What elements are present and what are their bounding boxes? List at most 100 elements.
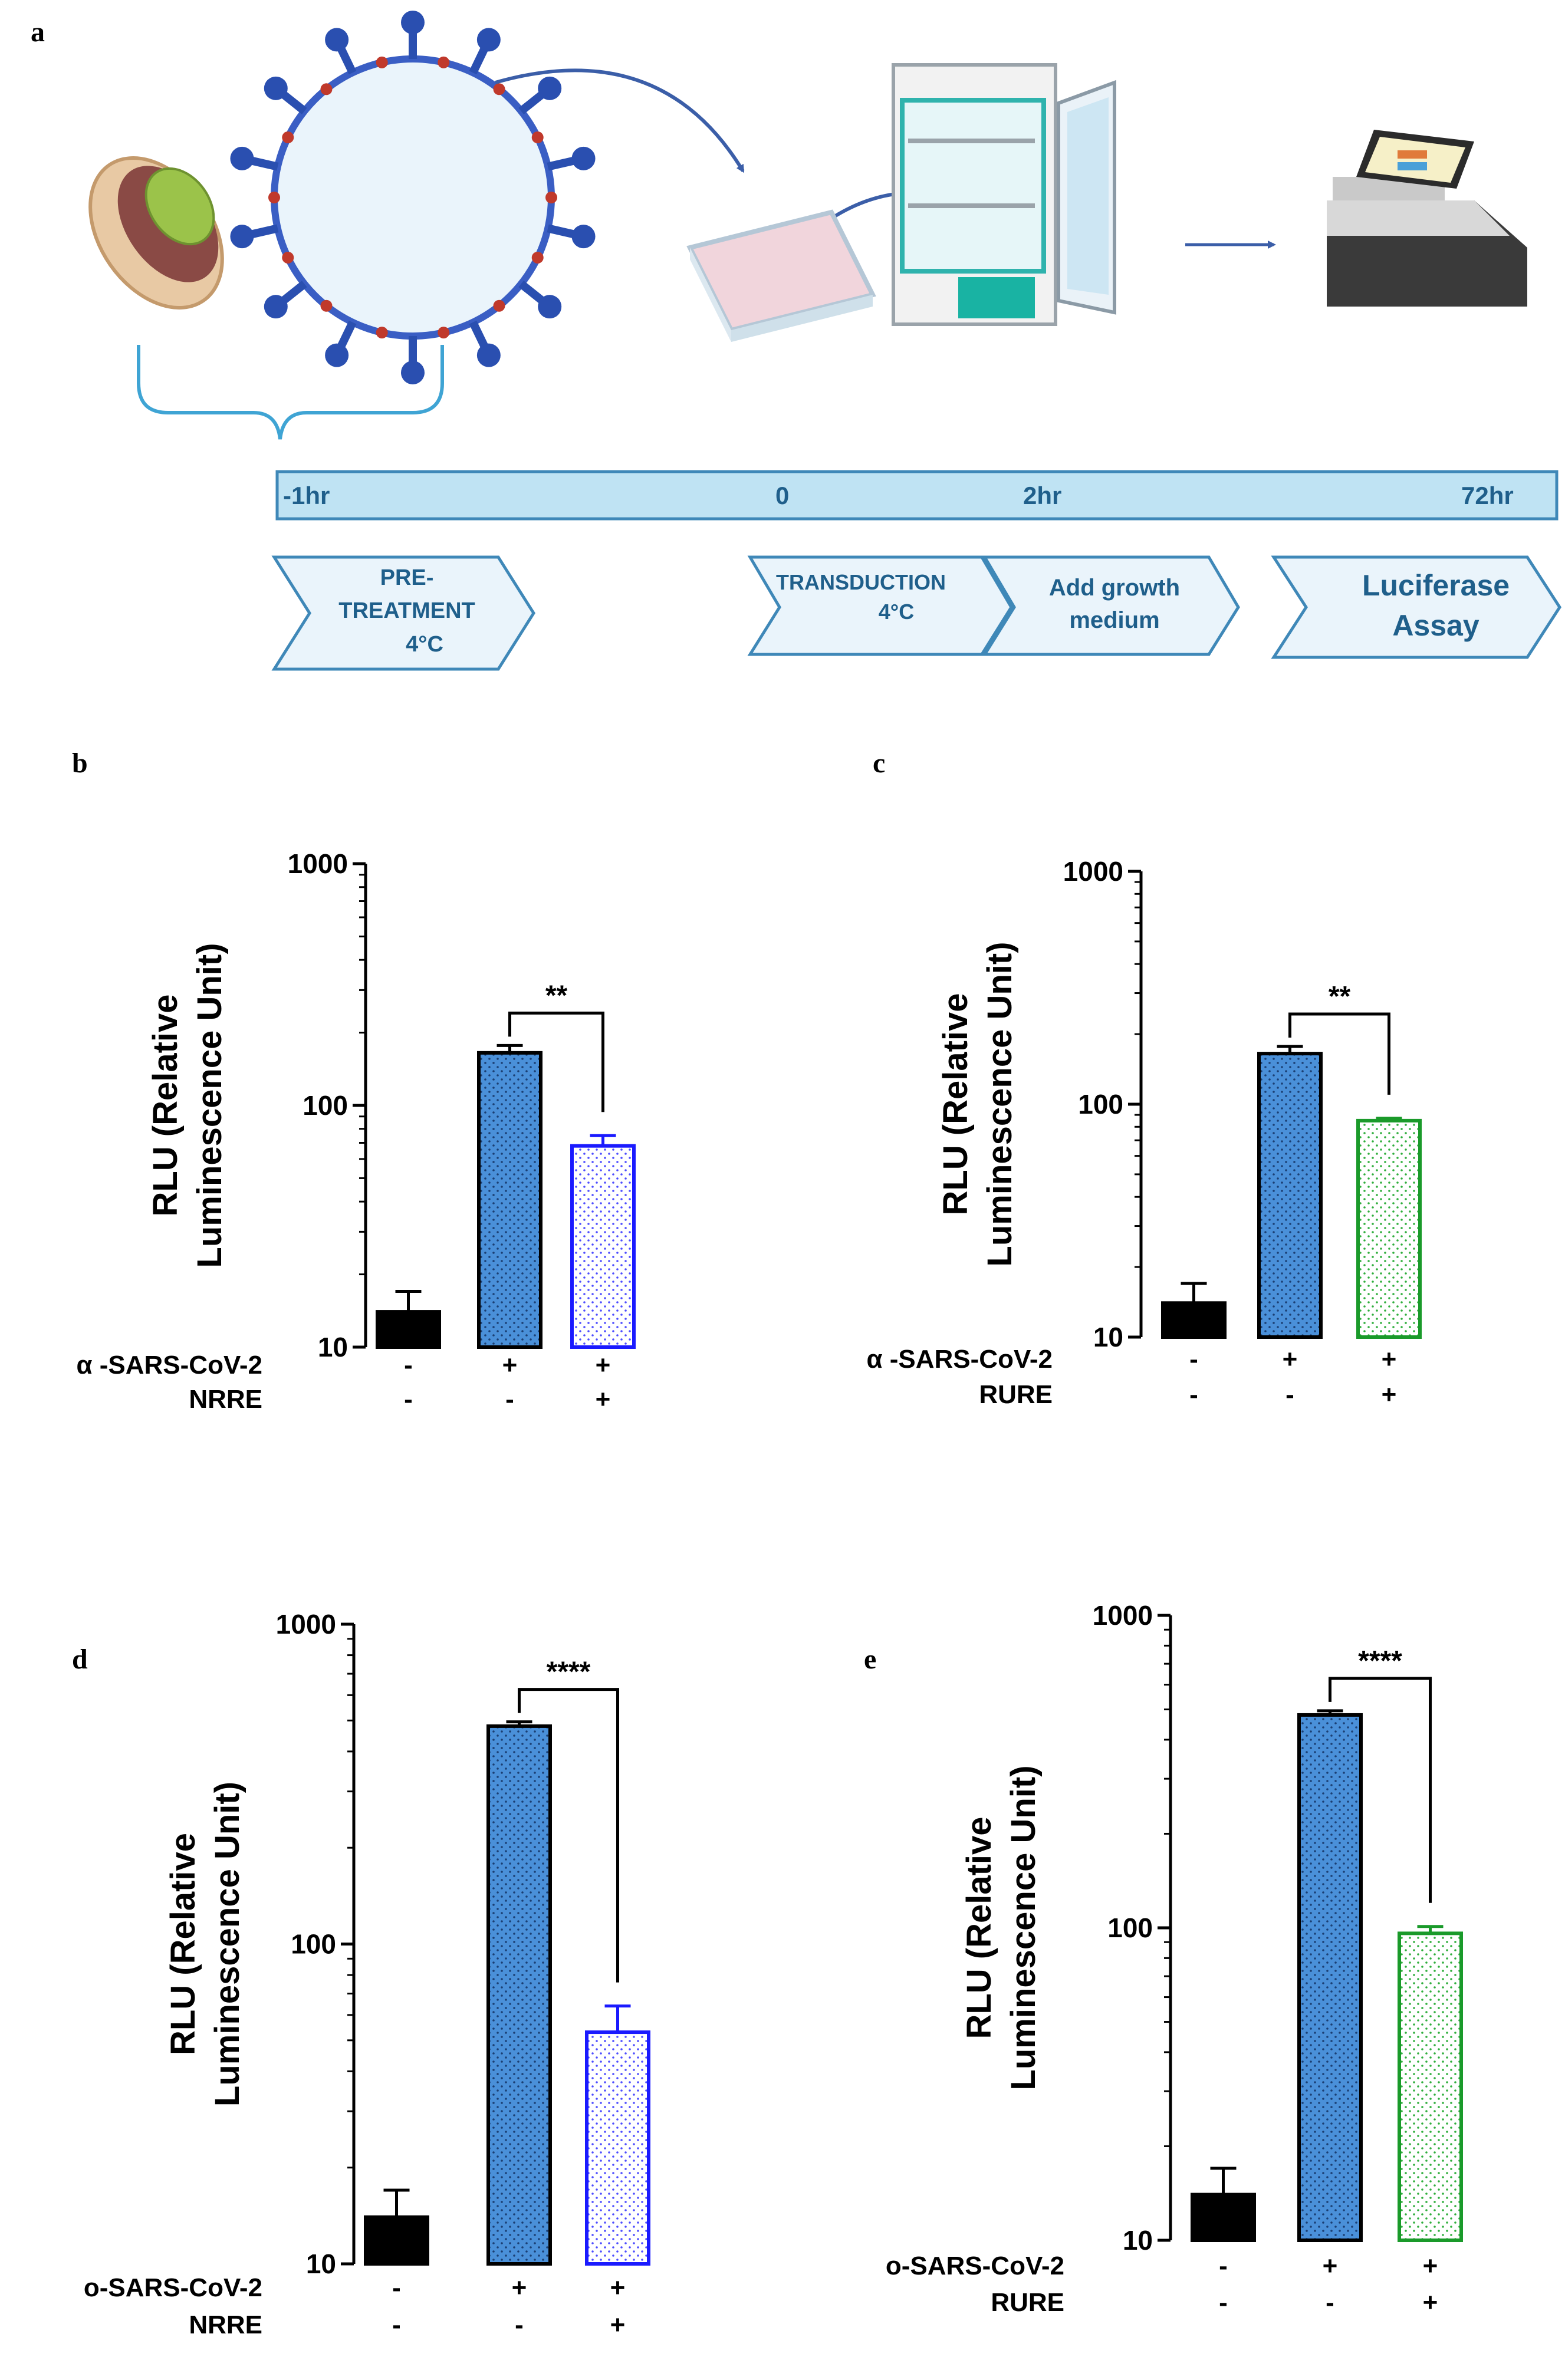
virus-spike-head	[325, 343, 349, 367]
virus-protein	[438, 56, 450, 68]
significance-bracket	[518, 1688, 619, 1983]
virus-spike-head	[538, 76, 562, 100]
condition-row-label: ο-SARS-CoV-2	[886, 2251, 1064, 2280]
chart-b: b 10 100 1000 RLU (Relative Luminescence Unit…	[72, 748, 636, 1414]
condition-sign: -	[392, 2310, 401, 2339]
step-chevron-transduction	[747, 555, 1013, 656]
condition-sign: +	[610, 2310, 626, 2339]
virus-protein	[376, 56, 388, 68]
condition-sign: +	[1283, 1345, 1298, 1374]
y-axis-label: RLU (Relative	[146, 994, 185, 1216]
y-axis-label: Luminescence Unit)	[208, 1782, 246, 2106]
condition-row-label: ο-SARS-CoV-2	[84, 2273, 262, 2302]
timeline-label-0: 0	[775, 482, 789, 509]
significance-bracket	[1329, 1677, 1432, 1903]
step-transduction-line1: TRANSDUCTION	[776, 570, 946, 594]
chart-d: d 10 100 1000 RLU (Relative Luminescence Unit…	[72, 1609, 650, 2339]
significance-label: ****	[547, 1657, 591, 1688]
virus-spike-head	[538, 295, 562, 319]
virus-spike-head	[230, 146, 254, 170]
panel-label-c: c	[873, 748, 885, 779]
virus-protein	[268, 192, 280, 203]
chart-c: c 10 100 1000 RLU (Relative Luminescence Unit…	[866, 748, 1422, 1409]
virus-protein	[531, 131, 544, 144]
incubator-icon	[892, 63, 1116, 326]
bar-1	[1161, 1301, 1227, 1339]
y-tick-label: 1000	[276, 1609, 336, 1640]
condition-sign: +	[512, 2273, 527, 2302]
virus-protein	[438, 327, 450, 339]
y-tick-label: 1000	[288, 848, 348, 879]
y-tick-label: 10	[1093, 1322, 1123, 1352]
virus-protein	[545, 192, 557, 203]
condition-sign: -	[1189, 1380, 1198, 1409]
y-tick-label: 100	[1107, 1912, 1153, 1943]
y-tick-label: 1000	[1063, 856, 1123, 887]
pistachio-icon	[88, 156, 224, 310]
significance-label: ****	[1358, 1645, 1402, 1677]
step-growth-line2: medium	[1069, 607, 1159, 633]
bar-2	[1257, 1052, 1323, 1339]
condition-sign: +	[596, 1351, 611, 1380]
bar-1	[364, 2215, 429, 2266]
virus-spike-head	[264, 76, 288, 100]
step-pretreatment-line1: PRE-	[380, 565, 434, 590]
condition-sign: -	[1189, 1345, 1198, 1374]
bar-3	[1398, 1931, 1463, 2242]
step-chevron-growth	[982, 555, 1240, 656]
condition-row-label: RURE	[991, 2288, 1064, 2317]
virus-spike-head	[476, 28, 501, 52]
virus-protein	[320, 83, 333, 96]
step-growth-line1: Add growth	[1049, 575, 1180, 601]
condition-sign: +	[1382, 1345, 1397, 1374]
timeline-label-72hr: 72hr	[1461, 482, 1514, 509]
significance-label: **	[545, 980, 568, 1011]
virus-spike-head	[571, 146, 596, 170]
panel-label-e: e	[864, 1644, 876, 1675]
y-tick-label: 1000	[1093, 1600, 1153, 1631]
chart-e: e 10 100 1000 RLU (Relative Luminescence Unit…	[864, 1600, 1463, 2317]
condition-row-label: NRRE	[189, 2310, 262, 2339]
timeline-label-start: -1hr	[283, 482, 330, 509]
y-tick-label: 100	[1078, 1089, 1123, 1120]
condition-sign: +	[1323, 2251, 1338, 2280]
y-tick-label: 100	[303, 1090, 348, 1121]
y-tick-label: 10	[306, 2249, 336, 2279]
condition-sign: -	[1219, 2251, 1228, 2280]
virus-spike-head	[476, 343, 501, 367]
virus-protein	[531, 251, 544, 264]
bar-3	[570, 1144, 636, 1349]
condition-row-label: NRRE	[189, 1385, 262, 1414]
virus-protein	[320, 299, 333, 312]
y-axis-label: RLU (Relative	[936, 993, 975, 1215]
bar-1	[376, 1310, 441, 1349]
condition-sign: -	[404, 1351, 413, 1380]
y-axis-label: Luminescence Unit)	[981, 942, 1019, 1266]
y-axis-label: Luminescence Unit)	[1004, 1765, 1043, 2090]
virus-spike-head	[325, 28, 349, 52]
bar-3	[1356, 1118, 1422, 1339]
bar-2	[486, 1724, 552, 2266]
condition-sign: +	[502, 1351, 518, 1380]
bar-2	[477, 1051, 543, 1349]
significance-label: **	[1329, 981, 1351, 1012]
well-plate-icon	[686, 209, 876, 342]
virus-protein	[282, 131, 294, 144]
brace	[137, 345, 444, 440]
step-pretreatment-line3: 4°C	[406, 632, 443, 657]
condition-sign: -	[1219, 2288, 1228, 2317]
y-tick-label: 10	[318, 1332, 348, 1362]
condition-sign: -	[505, 1385, 514, 1414]
panel-label-d: d	[72, 1644, 88, 1675]
y-axis-label: RLU (Relative	[960, 1816, 998, 2039]
virus-protein	[376, 327, 388, 339]
step-luciferase-line2: Assay	[1392, 609, 1479, 642]
arrow-1	[495, 68, 745, 173]
condition-sign: -	[515, 2310, 524, 2339]
virus-spike-head	[571, 225, 596, 249]
condition-row-label: RURE	[979, 1380, 1053, 1409]
step-chevron-luciferase	[1271, 555, 1561, 659]
condition-sign: +	[1423, 2251, 1438, 2280]
y-axis-label: RLU (Relative	[164, 1833, 202, 2055]
